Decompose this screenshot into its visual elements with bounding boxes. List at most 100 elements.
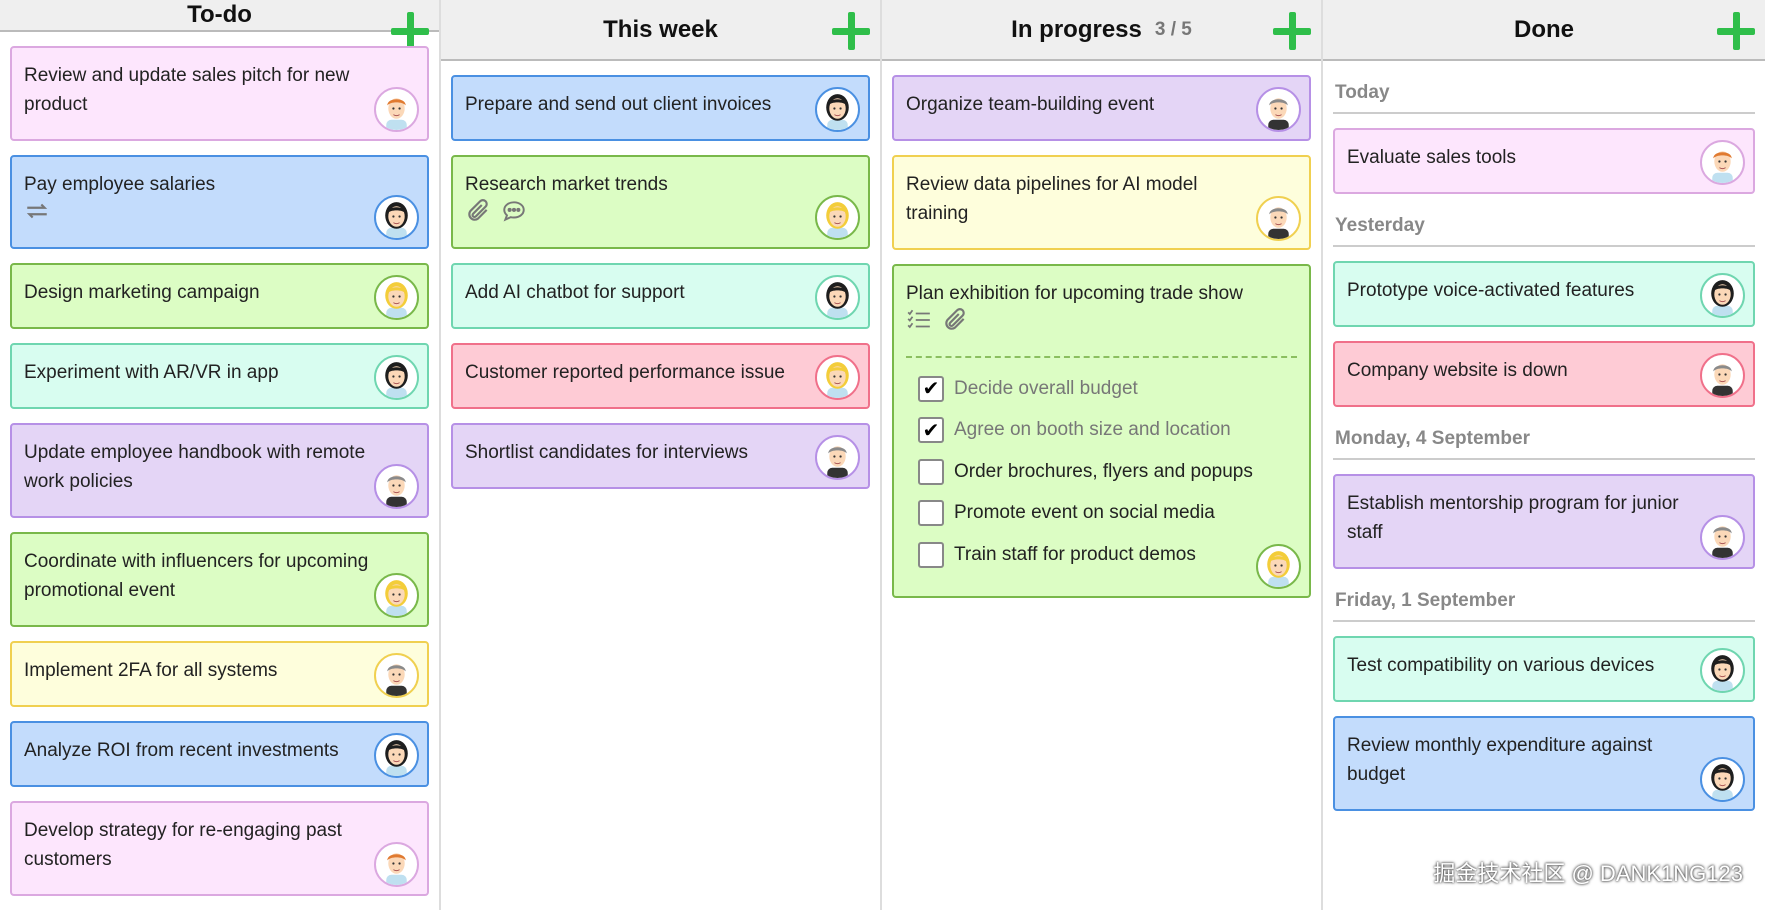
checkbox[interactable]: [918, 541, 944, 568]
card-badges: [24, 199, 415, 227]
column-to-do: To-do Review and update sales pitch for n…: [0, 0, 441, 910]
task-card[interactable]: Test compatibility on various devices: [1333, 636, 1755, 702]
column-title: To-do: [187, 1, 252, 28]
avatar-dark-haired-woman[interactable]: [1700, 273, 1745, 318]
avatar-gray-haired-man[interactable]: [1256, 196, 1301, 241]
watermark: 掘金技术社区 @ DANK1NG123: [1433, 861, 1743, 886]
task-card[interactable]: Establish mentorship program for junior …: [1333, 474, 1755, 569]
avatar-gray-haired-man[interactable]: [374, 653, 419, 698]
task-card[interactable]: Prepare and send out client invoices: [451, 75, 870, 141]
avatar-redhead-man[interactable]: [1700, 140, 1745, 185]
card-list: Review and update sales pitch for new pr…: [0, 32, 439, 910]
task-card[interactable]: Implement 2FA for all systems: [10, 641, 429, 707]
card-list: Organize team-building event Review data …: [882, 61, 1321, 612]
checklist-item-label: Train staff for product demos: [954, 543, 1196, 565]
avatar-gray-haired-man[interactable]: [815, 435, 860, 480]
column-done: Done Today Evaluate sales tools Yesterday Pr…: [1323, 0, 1765, 910]
card-badges: [465, 198, 856, 229]
task-card[interactable]: Organize team-building event: [892, 75, 1311, 141]
wip-count: 3 / 5: [1154, 18, 1192, 40]
task-card[interactable]: Pay employee salaries: [10, 155, 429, 249]
card-title: Implement 2FA for all systems: [24, 660, 278, 681]
avatar-dark-haired-woman[interactable]: [1700, 648, 1745, 693]
task-card[interactable]: Design marketing campaign: [10, 263, 429, 329]
checkbox[interactable]: [918, 458, 944, 485]
card-title: Prototype voice-activated features: [1347, 280, 1635, 301]
task-card[interactable]: Review data pipelines for AI model train…: [892, 155, 1311, 250]
card-list: Prepare and send out client invoices Rese…: [441, 61, 880, 503]
checklist-item-label: Decide overall budget: [954, 377, 1138, 399]
repeat-icon: [24, 198, 50, 229]
checklist-item-label: Agree on booth size and location: [954, 419, 1231, 441]
column-this-week: This week Prepare and send out client inv…: [441, 0, 882, 910]
avatar-blonde-woman[interactable]: [374, 573, 419, 618]
task-card[interactable]: Evaluate sales tools: [1333, 128, 1755, 194]
checklist-item[interactable]: Order brochures, flyers and popups: [906, 451, 1297, 493]
column-header: To-do: [0, 0, 439, 50]
avatar-blonde-woman[interactable]: [374, 275, 419, 320]
date-group-label: Yesterday: [1333, 212, 1755, 247]
date-group-label: Friday, 1 September: [1333, 587, 1755, 622]
avatar-blonde-woman[interactable]: [1256, 543, 1301, 589]
avatar-redhead-man[interactable]: [374, 87, 419, 132]
paperclip-icon: [465, 198, 491, 229]
checklist-item-label: Order brochures, flyers and popups: [954, 460, 1253, 482]
checklist-icon: [906, 307, 932, 338]
checklist-item[interactable]: Train staff for product demos: [906, 534, 1297, 576]
task-card[interactable]: Review and update sales pitch for new pr…: [10, 46, 429, 141]
checkbox[interactable]: ✔: [918, 375, 944, 402]
checklist: ✔ Decide overall budget ✔ Agree on booth si…: [906, 356, 1297, 576]
task-card[interactable]: Coordinate with influencers for upcoming…: [10, 532, 429, 627]
card-title: Update employee handbook with remote wor…: [24, 442, 366, 492]
task-card[interactable]: Research market trends: [451, 155, 870, 249]
task-card[interactable]: Develop strategy for re-engaging past cu…: [10, 801, 429, 896]
avatar-dark-haired-woman[interactable]: [374, 195, 419, 240]
add-card-button[interactable]: [391, 12, 429, 50]
checklist-item[interactable]: ✔ Decide overall budget: [906, 368, 1297, 410]
avatar-dark-haired-woman[interactable]: [815, 275, 860, 320]
task-card[interactable]: Analyze ROI from recent investments: [10, 721, 429, 787]
task-card[interactable]: Shortlist candidates for interviews: [451, 423, 870, 489]
checkbox[interactable]: [918, 500, 944, 527]
avatar-dark-haired-woman[interactable]: [374, 733, 419, 778]
avatar-blonde-woman[interactable]: [815, 355, 860, 400]
checklist-item[interactable]: ✔ Agree on booth size and location: [906, 410, 1297, 452]
avatar-blonde-woman[interactable]: [815, 195, 860, 240]
avatar-gray-haired-man[interactable]: [374, 464, 419, 509]
task-card[interactable]: Experiment with AR/VR in app: [10, 343, 429, 409]
task-card[interactable]: Update employee handbook with remote wor…: [10, 423, 429, 518]
avatar-gray-haired-man[interactable]: [1256, 87, 1301, 132]
add-card-button[interactable]: [1717, 12, 1755, 50]
checkbox[interactable]: ✔: [918, 417, 944, 444]
column-in-progress: In progress 3 / 5 Organize team-building e…: [882, 0, 1323, 910]
card-title: Coordinate with influencers for upcoming…: [24, 551, 369, 601]
avatar-gray-haired-man[interactable]: [1700, 353, 1745, 398]
column-header: In progress 3 / 5: [882, 0, 1321, 61]
card-title: Review data pipelines for AI model train…: [906, 174, 1198, 224]
card-title: Review monthly expenditure against budge…: [1347, 735, 1653, 785]
column-header: Done: [1323, 0, 1765, 61]
task-card[interactable]: Add AI chatbot for support: [451, 263, 870, 329]
add-card-button[interactable]: [1273, 12, 1311, 50]
card-title: Add AI chatbot for support: [465, 282, 685, 303]
avatar-dark-haired-woman[interactable]: [374, 355, 419, 400]
avatar-dark-haired-woman[interactable]: [1700, 757, 1745, 802]
avatar-dark-haired-woman[interactable]: [815, 87, 860, 132]
avatar-redhead-man[interactable]: [374, 842, 419, 887]
card-title: Test compatibility on various devices: [1347, 655, 1655, 676]
avatar-gray-haired-man[interactable]: [1700, 515, 1745, 560]
task-card[interactable]: Plan exhibition for upcoming trade show ✔…: [892, 264, 1311, 598]
task-card[interactable]: Company website is down: [1333, 341, 1755, 407]
card-title: Research market trends: [465, 174, 668, 195]
card-badges: [906, 307, 1297, 338]
column-title: In progress: [1011, 15, 1142, 43]
add-card-button[interactable]: [832, 12, 870, 50]
task-card[interactable]: Review monthly expenditure against budge…: [1333, 716, 1755, 811]
card-title: Establish mentorship program for junior …: [1347, 493, 1679, 543]
checklist-item[interactable]: Promote event on social media: [906, 493, 1297, 535]
task-card[interactable]: Customer reported performance issue: [451, 343, 870, 409]
task-card[interactable]: Prototype voice-activated features: [1333, 261, 1755, 327]
card-title: Develop strategy for re-engaging past cu…: [24, 820, 342, 870]
card-title: Plan exhibition for upcoming trade show: [906, 283, 1243, 304]
